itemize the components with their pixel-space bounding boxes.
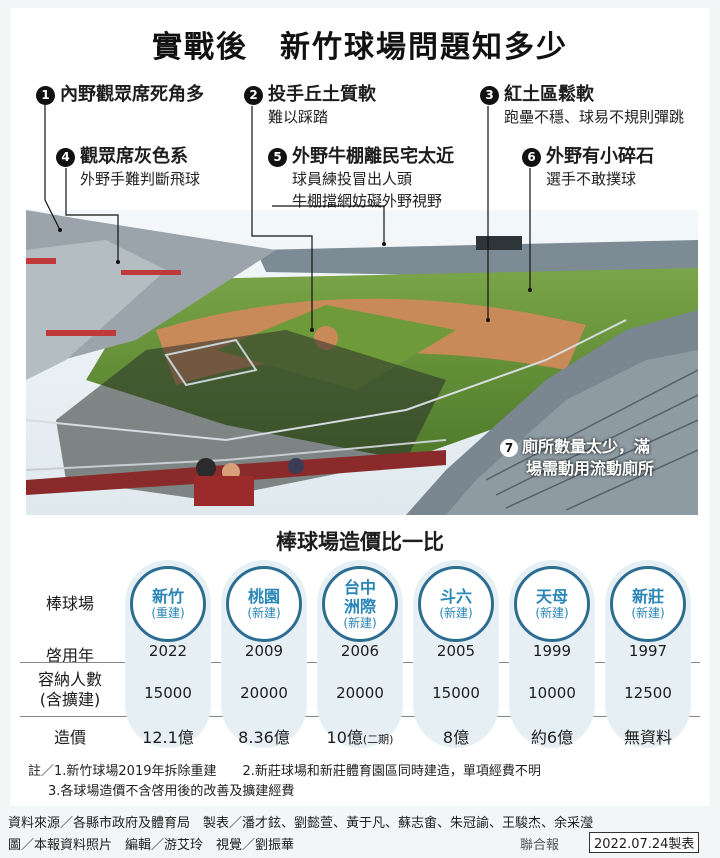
issue-head: 外野有小碎石 (546, 146, 654, 167)
stadium-name: 桃園 (247, 587, 280, 606)
stadium-cost: 12.1億 (120, 724, 216, 748)
stadium-badge: 新竹 (重建) (130, 566, 206, 642)
stadium-badge: 台中 洲際 (新建) (322, 566, 398, 642)
stadium-badge: 天母 (新建) (514, 566, 590, 642)
photo-note-line: 場需動用流動廁所 (526, 459, 655, 478)
photo-note-toilets: 7 廁所數量太少，滿 場需動用流動廁所 (500, 436, 700, 480)
issue-number: 6 (522, 147, 541, 167)
stadium-year: 2022 (148, 642, 188, 660)
stadium-cost-value: 8億 (442, 728, 470, 747)
brand: 聯合報 (520, 838, 560, 853)
stadium-capacity: 12500 (624, 684, 672, 702)
issue-number: 2 (244, 85, 263, 105)
stadium-cost: 10億(二期) (312, 724, 408, 748)
stadium-capacity: 20000 (336, 684, 384, 702)
issue-detail: 球員練投冒出人頭 (292, 170, 413, 188)
stadium-cost-value: 8.36億 (238, 728, 290, 747)
issue-5: 5 外野牛棚離民宅太近 球員練投冒出人頭 牛棚擋網妨礙外野視野 (268, 146, 454, 212)
stadium-capacity: 15000 (432, 684, 480, 702)
stadium-cost-value: 約6億 (530, 728, 574, 747)
issue-2: 2 投手丘土質軟 難以踩踏 (244, 84, 376, 128)
stadium-capacity: 20000 (240, 684, 288, 702)
stadium-capacity: 15000 (144, 684, 192, 702)
issue-3: 3 紅土區鬆軟 跑壘不穩、球易不規則彈跳 (480, 84, 684, 128)
stadium-cost-value: 12.1億 (142, 728, 194, 747)
issue-1: 1 內野觀眾席死角多 (36, 84, 204, 106)
issue-number: 5 (268, 147, 287, 167)
row-label-capacity-line: (含擴建) (39, 690, 101, 709)
issue-detail: 外野手難判斷飛球 (80, 170, 201, 188)
stadium-cost: 8億 (408, 724, 504, 748)
source-line-2: 圖／本報資料照片 編輯／游艾玲 視覺／劉振華 (8, 838, 295, 853)
issue-detail: 牛棚擋網妨礙外野視野 (292, 192, 443, 210)
stadium-year: 1997 (628, 642, 668, 660)
stadium-badge: 新莊 (新建) (610, 566, 686, 642)
stadium-badge: 斗六 (新建) (418, 566, 494, 642)
stadium-name: 斗六 (439, 587, 472, 606)
stadium-cost-note: (二期) (362, 733, 394, 746)
stadium-name: 天母 (535, 587, 568, 606)
stadium-year: 2005 (436, 642, 476, 660)
issue-number: 4 (56, 147, 75, 167)
stadium-name: 新莊 (631, 587, 664, 606)
stadium-type: (新建) (535, 606, 569, 620)
issue-4: 4 觀眾席灰色系 外野手難判斷飛球 (56, 146, 200, 190)
stadium-name: 新竹 (151, 587, 184, 606)
row-label-stadium: 棒球場 (45, 594, 94, 613)
comparison-title: 棒球場造價比一比 (276, 530, 444, 554)
row-label-cost: 造價 (53, 728, 86, 747)
issue-head: 觀眾席灰色系 (80, 146, 188, 167)
stadium-cost-value: 10億 (326, 728, 363, 747)
date-stamp: 2022.07.24製表 (589, 832, 700, 853)
issue-detail: 選手不敢撲球 (546, 170, 637, 188)
stadium-name: 洲際 (343, 596, 376, 616)
stadium-year: 2009 (244, 642, 284, 660)
stadium-badge: 桃園 (新建) (226, 566, 302, 642)
note-line-2: 3.各球場造價不含啓用後的改善及擴建經費 (48, 784, 295, 799)
stadium-capacity: 10000 (528, 684, 576, 702)
issue-number: 3 (480, 85, 499, 105)
issue-head: 內野觀眾席死角多 (60, 84, 204, 105)
stadium-name: 台中 (343, 577, 376, 597)
stadium-cost: 8.36億 (216, 724, 312, 748)
row-label-year: 啓用年 (45, 646, 94, 665)
stadium-type: (新建) (343, 615, 377, 630)
stadium-type: (新建) (247, 606, 281, 620)
issue-6: 6 外野有小碎石 選手不敢撲球 (522, 146, 654, 190)
note-line-1: 註／1.新竹球場2019年拆除重建 2.新莊球場和新莊體育園區同時建造，單項經費… (28, 764, 541, 779)
stadium-year: 1999 (532, 642, 572, 660)
stadium-type: (新建) (439, 606, 473, 620)
issue-number: 7 (500, 439, 518, 457)
issue-head: 紅土區鬆軟 (504, 84, 594, 105)
issue-head: 投手丘土質軟 (268, 84, 376, 105)
stadium-cost: 無資料 (600, 724, 696, 748)
row-label-capacity-line: 容納人數 (37, 670, 102, 689)
issue-detail: 跑壘不穩、球易不規則彈跳 (504, 108, 685, 126)
stadium-type: (新建) (631, 606, 665, 620)
row-label-capacity: 容納人數 (含擴建) (20, 670, 120, 710)
source-line-1: 資料來源／各縣市政府及體育局 製表／潘才鉉、劉懿萱、黃于凡、蘇志畬、朱冠諭、王駿… (8, 816, 594, 831)
stadium-year: 2006 (340, 642, 380, 660)
issue-head: 外野牛棚離民宅太近 (292, 146, 454, 167)
stadium-cost-value: 無資料 (623, 728, 672, 747)
stadium-cost: 約6億 (504, 724, 600, 748)
page-title: 實戰後 新竹球場問題知多少 (152, 30, 568, 65)
photo-note-line: 廁所數量太少，滿 (522, 437, 651, 456)
stadium-type: (重建) (151, 606, 185, 620)
issue-detail: 難以踩踏 (268, 108, 329, 126)
issue-number: 1 (36, 85, 55, 105)
